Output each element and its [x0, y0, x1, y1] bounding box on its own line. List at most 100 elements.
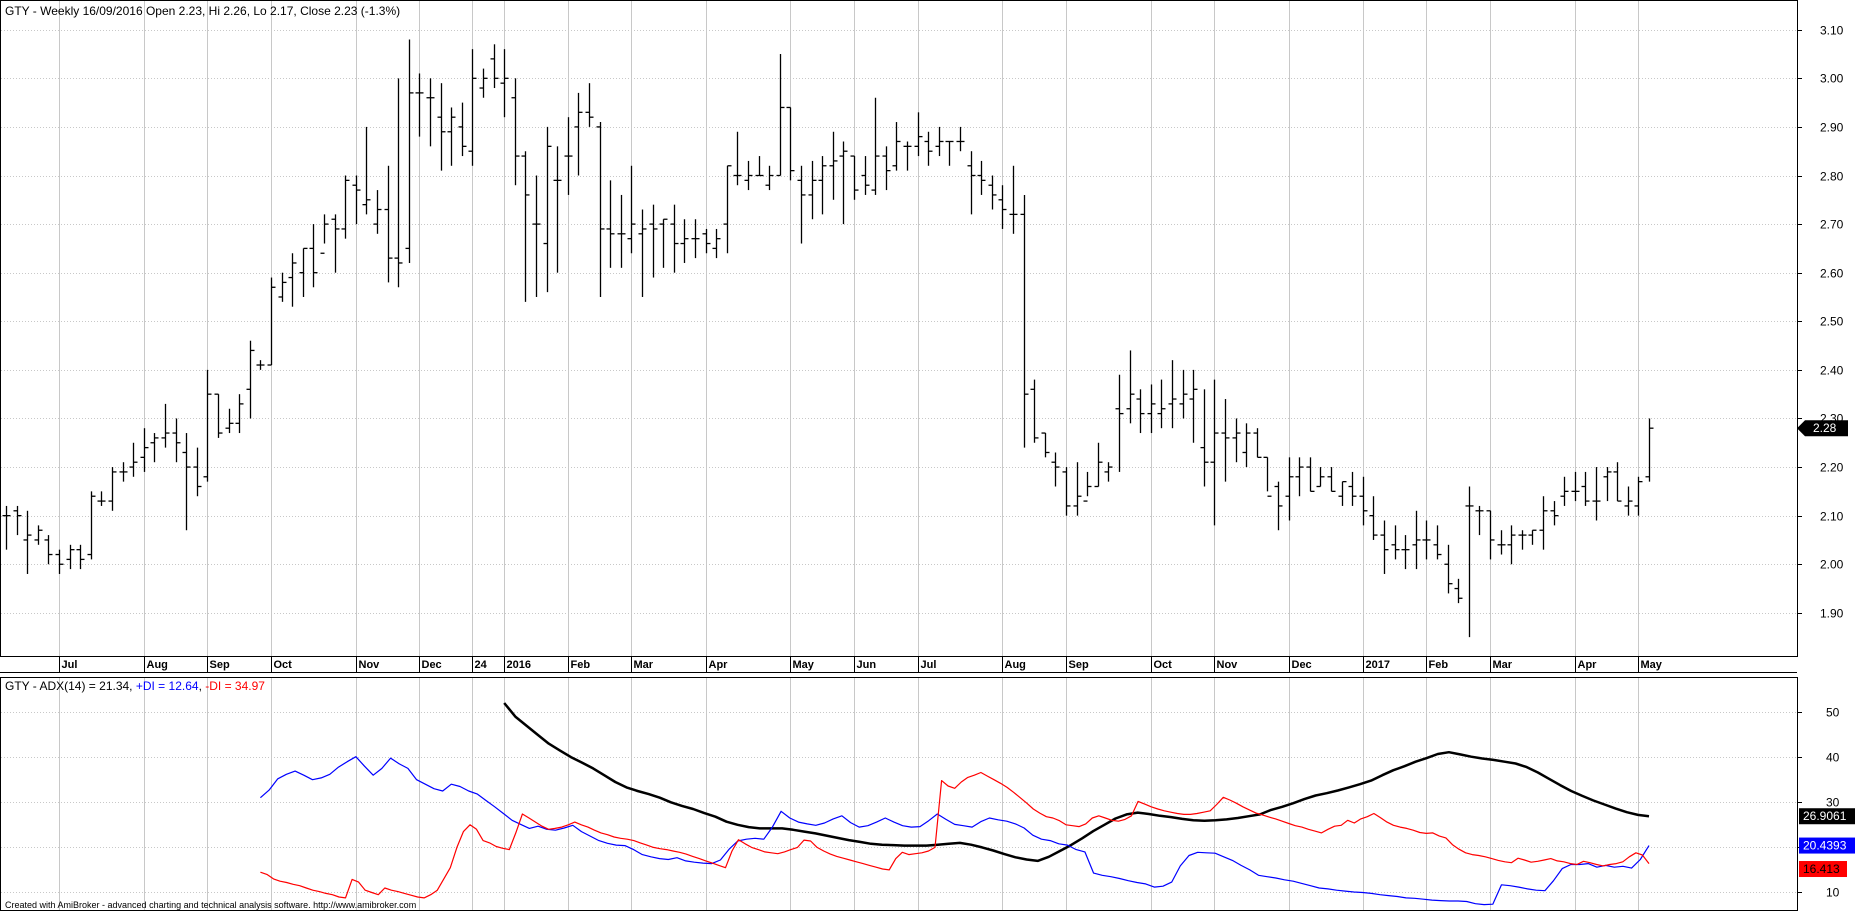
ohlc-bar	[447, 107, 456, 166]
ohlc-bar	[1624, 486, 1633, 516]
ohlc-bar	[437, 83, 446, 171]
ohlc-bar	[415, 73, 424, 137]
price-header: GTY - Weekly 16/09/2016 Open 2.23, Hi 2.…	[5, 4, 400, 18]
ohlc-bar	[638, 209, 647, 297]
date-label: Dec	[1292, 659, 1312, 671]
ohlc-bar	[945, 140, 954, 166]
ohlc-bar	[267, 277, 276, 366]
ohlc-bar	[1539, 496, 1548, 550]
ohlc-bar	[956, 126, 965, 152]
ohlc-bar	[1560, 476, 1569, 506]
adx-panel: 1020304050 GTY - ADX(14) = 21.34, +DI = …	[0, 677, 1855, 911]
ohlc-bar	[1550, 501, 1559, 526]
ohlc-bar	[1200, 389, 1209, 487]
ohlc-bar	[1634, 476, 1643, 516]
ohlc-bar	[1094, 442, 1103, 488]
price-y-axis: 1.902.002.102.202.302.402.502.602.702.80…	[1797, 0, 1844, 656]
ohlc-bar	[903, 141, 912, 171]
ohlc-bar	[765, 165, 774, 191]
ohlc-bar	[1465, 486, 1474, 638]
ohlc-bar	[1603, 467, 1612, 502]
ohlc-bar	[1581, 471, 1590, 506]
ohlc-bar	[797, 165, 806, 244]
ohlc-bar	[341, 175, 350, 239]
ohlc-bar	[320, 214, 329, 254]
ohlc-bar	[617, 194, 626, 268]
ohlc-bar	[1126, 350, 1135, 424]
ohlc-bar	[532, 175, 541, 297]
ohlc-bar	[1507, 525, 1516, 565]
date-label: Nov	[1217, 659, 1239, 671]
ohlc-bar	[670, 204, 679, 273]
ohlc-bar	[1263, 456, 1272, 497]
ohlc-bar	[1391, 525, 1400, 560]
ohlc-bar	[596, 122, 605, 297]
ohlc-bar	[1041, 432, 1050, 458]
last-price-marker: 2.28	[1797, 420, 1848, 437]
ohlc-bar	[140, 428, 149, 472]
ohlc-bar	[1592, 467, 1601, 521]
adx-header-prefix: GTY - ADX(14) = 21.34,	[5, 679, 136, 693]
ohlc-bar	[13, 505, 22, 536]
ohlc-bar	[808, 160, 817, 220]
adx-header-sep: ,	[199, 679, 206, 693]
ohlc-bar	[702, 228, 711, 254]
ohlc-bar	[76, 544, 85, 570]
date-label: Jul	[62, 659, 78, 671]
plus-di-value-tag	[1799, 837, 1855, 854]
ohlc-bar	[1454, 578, 1463, 604]
ohlc-bar	[87, 491, 96, 560]
ohlc-bar	[712, 228, 721, 259]
price-y-tick-label: 2.60	[1820, 267, 1844, 281]
ohlc-bar	[214, 393, 223, 438]
ohlc-bar	[193, 447, 202, 497]
ohlc-bar	[278, 272, 287, 302]
price-y-tick-label: 2.40	[1820, 364, 1844, 378]
ohlc-bar	[426, 78, 435, 147]
ohlc-bar	[1486, 510, 1495, 560]
adx-header: GTY - ADX(14) = 21.34, +DI = 12.64, -DI …	[5, 679, 265, 693]
price-y-tick-label: 3.10	[1820, 24, 1844, 38]
price-panel: 1.902.002.102.202.302.402.502.602.702.80…	[0, 0, 1848, 673]
ohlc-bar	[479, 68, 488, 98]
ohlc-bar	[1051, 452, 1060, 487]
ohlc-bar	[362, 126, 371, 215]
ohlc-bar	[55, 549, 64, 574]
date-label: Mar	[1493, 659, 1513, 671]
ohlc-bar	[574, 92, 583, 176]
ohlc-bar	[1369, 496, 1378, 540]
ohlc-bar	[755, 156, 764, 177]
date-label: Feb	[1429, 659, 1449, 671]
ohlc-bar	[892, 122, 901, 171]
ohlc-bar	[585, 83, 594, 127]
ohlc-bar	[288, 253, 297, 307]
ohlc-bar	[1645, 418, 1654, 482]
ohlc-bar	[1528, 529, 1537, 545]
ohlc-bar	[1348, 471, 1357, 506]
ohlc-bar	[1613, 462, 1622, 502]
adx-value-tag	[1799, 808, 1855, 825]
ohlc-bar	[850, 155, 859, 200]
ohlc-bar	[786, 106, 795, 181]
ohlc-bar	[606, 180, 615, 268]
date-label: Sep	[1069, 659, 1089, 671]
ohlc-bar	[564, 117, 573, 195]
ohlc-bar	[691, 219, 700, 259]
price-y-tick-label: 2.50	[1820, 315, 1844, 329]
date-label: Aug	[1005, 659, 1026, 671]
ohlc-bar	[649, 204, 658, 278]
ohlc-bar	[256, 360, 265, 370]
ohlc-bar	[34, 525, 43, 545]
ohlc-bar	[1210, 379, 1219, 526]
ohlc-bar	[203, 369, 212, 482]
ohlc-bar	[988, 175, 997, 210]
date-label: Apr	[709, 659, 729, 671]
ohlc-bar	[1147, 384, 1156, 434]
date-label: Nov	[359, 659, 381, 671]
price-y-tick-label: 2.90	[1820, 121, 1844, 135]
price-y-tick-label: 2.00	[1820, 558, 1844, 572]
date-label: Sep	[210, 659, 230, 671]
last-price-tag	[1797, 420, 1848, 437]
ohlc-bar	[659, 218, 668, 268]
ohlc-bar	[172, 418, 181, 463]
